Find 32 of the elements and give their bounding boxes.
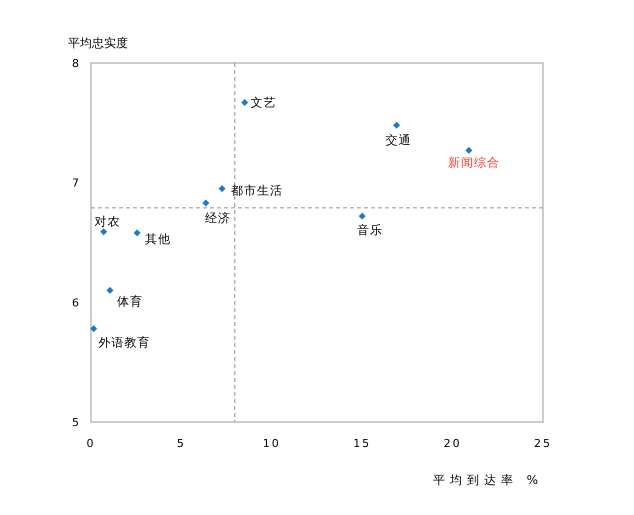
y-tick-label: 7 (72, 176, 79, 190)
x-tick-label: 10 (262, 437, 281, 450)
y-tick-label: 8 (72, 57, 79, 70)
annotation: 都市生活 (231, 184, 284, 198)
point (241, 98, 248, 106)
x-axis-title: 平均到达率 % (432, 473, 543, 487)
y-tick-label: 6 (72, 296, 79, 310)
point (202, 200, 210, 207)
annotation: 音乐 (357, 223, 384, 238)
annotation: 文艺 (250, 95, 277, 110)
point (393, 122, 400, 129)
annotation: 交通 (386, 133, 412, 148)
point (90, 325, 98, 332)
annotation: 经济 (204, 211, 231, 226)
x-tick-label: 0 (86, 437, 96, 450)
point (218, 185, 226, 192)
annotation: 对农 (94, 214, 121, 229)
x-tick-label: 15 (353, 437, 372, 450)
point (100, 228, 108, 236)
annotation: 外语教育 (98, 336, 151, 350)
y-tick-label: 5 (72, 416, 79, 429)
x-tick-label: 20 (444, 437, 462, 450)
y-axis-title: 平均忠实度 (68, 36, 128, 50)
annotation: 新闻综合 (448, 155, 500, 170)
point (465, 146, 472, 154)
point (134, 229, 141, 236)
x-tick-label: 25 (534, 437, 552, 450)
annotation: 体育 (116, 294, 143, 308)
point (358, 212, 366, 220)
annotation: 其他 (145, 232, 172, 246)
point (106, 286, 114, 294)
x-tick-label: 5 (176, 437, 186, 450)
